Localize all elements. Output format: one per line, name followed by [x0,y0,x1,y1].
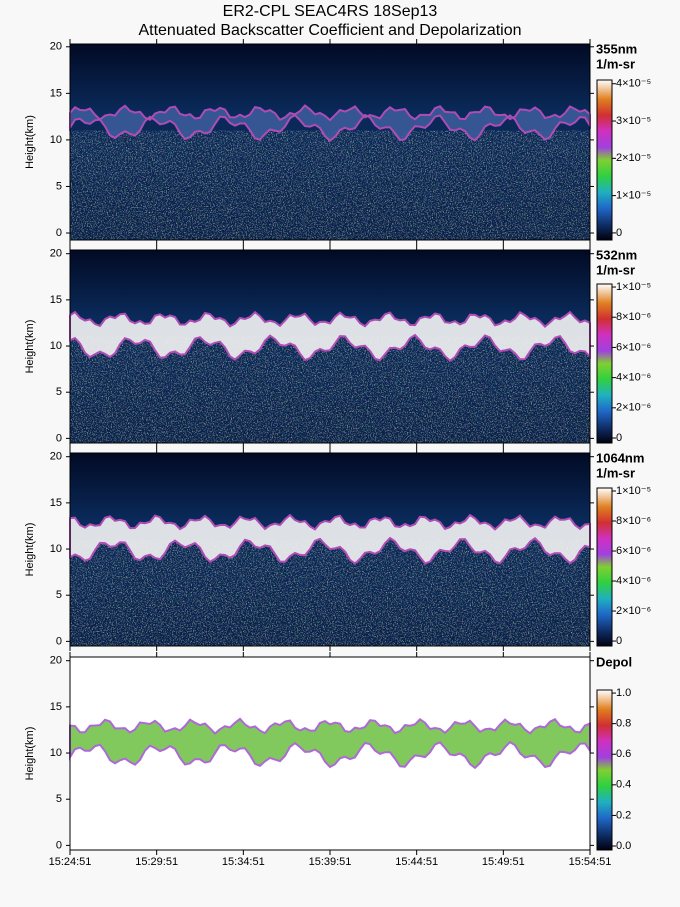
y-tick-label: 20 [50,41,62,53]
y-tick-label: 5 [56,793,62,805]
colorbar-tick-label: 1×10⁻⁵ [616,485,651,497]
y-axis-label: Height(km) [24,727,36,781]
colorbar-tick-label: 0 [616,432,622,444]
colorbar-label: 532nm [596,247,637,262]
colorbar [596,689,613,851]
colorbar-label: 1/m-sr [596,56,635,71]
colorbar-label: 1/m-sr [596,465,635,480]
colorbar-tick-label: 6×10⁻⁶ [616,545,651,557]
colorbar-tick-label: 0.2 [616,809,631,821]
y-tick-label: 20 [50,655,62,667]
y-tick-label: 10 [50,747,62,759]
noise-texture [70,130,590,240]
colorbar [596,283,613,444]
colorbar-tick-label: 2×10⁻⁵ [616,152,651,164]
colorbar-tick-label: 1.0 [616,687,631,699]
x-tick-label: 15:39:51 [309,856,352,868]
colorbar-tick-label: 3×10⁻⁵ [616,115,651,127]
x-tick-label: 15:49:51 [482,856,525,868]
y-tick-label: 0 [56,227,62,239]
x-tick-label: 15:34:51 [222,856,265,868]
colorbar-tick-label: 8×10⁻⁶ [616,515,651,527]
y-tick-label: 20 [50,451,62,463]
colorbar-tick-label: 4×10⁻⁶ [616,372,651,384]
colorbar-tick-label: 4×10⁻⁶ [616,575,651,587]
noise-texture [70,336,590,443]
title: ER2-CPL SEAC4RS 18Sep13 [223,3,438,20]
y-axis-label: Height(km) [24,115,36,169]
y-tick-label: 15 [50,497,62,509]
colorbar-tick-label: 8×10⁻⁶ [616,311,651,323]
colorbar-label: Depol [596,654,632,669]
colorbar-tick-label: 2×10⁻⁶ [616,605,651,617]
y-tick-label: 5 [56,589,62,601]
subtitle: Attenuated Backscatter Coefficient and D… [138,22,521,39]
colorbar-tick-label: 0.0 [616,840,631,852]
y-axis-label: Height(km) [24,320,36,374]
colorbar-tick-label: 6×10⁻⁶ [616,341,651,353]
colorbar-tick-label: 4×10⁻⁵ [616,78,651,90]
y-tick-label: 5 [56,180,62,192]
colorbar-label: 355nm [596,41,637,56]
y-tick-label: 0 [56,432,62,444]
colorbar-tick-label: 1×10⁻⁵ [616,281,651,293]
y-tick-label: 15 [50,294,62,306]
colorbar-tick-label: 0 [616,227,622,239]
y-tick-label: 10 [50,543,62,555]
y-tick-label: 0 [56,635,62,647]
y-tick-label: 20 [50,248,62,260]
colorbar-tick-label: 0.4 [616,779,631,791]
y-axis-label: Height(km) [24,523,36,577]
x-tick-label: 15:29:51 [135,856,178,868]
x-tick-label: 15:24:51 [49,856,92,868]
colorbar-tick-label: 0.8 [616,718,631,730]
colorbar-tick-label: 2×10⁻⁶ [616,402,651,414]
x-tick-label: 15:54:51 [569,856,612,868]
y-tick-label: 10 [50,340,62,352]
colorbar-tick-label: 0 [616,635,622,647]
colorbar [596,487,613,647]
y-tick-label: 10 [50,134,62,146]
y-tick-label: 0 [56,839,62,851]
x-tick-label: 15:44:51 [395,856,438,868]
colorbar-label: 1/m-sr [596,262,635,277]
colorbar-tick-label: 1×10⁻⁵ [616,190,651,202]
colorbar-tick-label: 0.6 [616,748,631,760]
y-tick-label: 5 [56,386,62,398]
colorbar-label: 1064nm [596,450,644,465]
y-tick-label: 15 [50,701,62,713]
y-tick-label: 15 [50,87,62,99]
colorbar [596,79,613,241]
